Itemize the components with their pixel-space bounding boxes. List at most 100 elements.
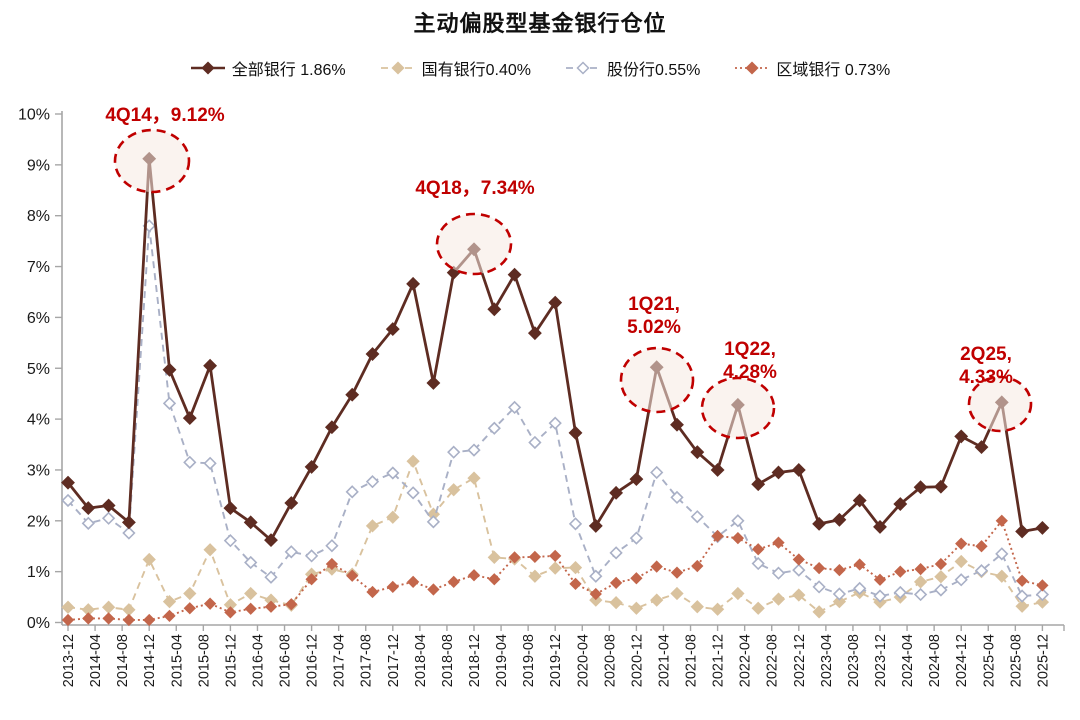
- data-point-marker: [548, 416, 562, 430]
- data-point-marker: [447, 483, 461, 497]
- data-point-marker: [82, 612, 95, 625]
- annotation-label: 4.28%: [723, 362, 777, 383]
- data-point-marker: [1015, 524, 1030, 539]
- data-point-marker: [670, 417, 684, 432]
- annotation-ellipse: [967, 375, 1033, 433]
- x-tick-label: 2025-12: [1035, 634, 1051, 687]
- data-point-marker: [81, 501, 96, 516]
- x-tick-label: 2023-04: [819, 634, 835, 687]
- legend-marker-icon: [566, 61, 600, 75]
- x-tick-label: 2025-04: [981, 634, 997, 687]
- data-point-marker: [894, 565, 907, 578]
- legend-item-label: 股份行0.55%: [607, 62, 701, 79]
- data-point-marker: [914, 562, 927, 576]
- data-point-marker: [183, 586, 197, 601]
- data-point-marker: [284, 545, 298, 559]
- data-point-marker: [752, 543, 765, 556]
- annotation-label: 2Q25,: [960, 344, 1012, 365]
- data-point-marker: [650, 593, 664, 607]
- data-point-marker: [527, 326, 542, 341]
- data-point-marker: [528, 435, 542, 450]
- data-point-marker: [203, 358, 218, 373]
- x-tick-label: 2016-04: [250, 634, 266, 687]
- y-tick-label: 0%: [27, 615, 50, 632]
- data-point-marker: [589, 587, 602, 601]
- data-point-marker: [731, 531, 745, 545]
- y-tick-label: 5%: [27, 361, 50, 378]
- data-point-marker: [630, 572, 643, 585]
- legend-item-label: 区域银行 0.73%: [776, 62, 891, 79]
- data-point-marker: [366, 585, 379, 599]
- data-point-marker: [812, 516, 827, 531]
- data-point-marker: [609, 485, 624, 500]
- legend-item: 区域银行 0.73%: [734, 56, 890, 80]
- legend: 全部银行 1.86% 国有银行0.40% 股份行0.55% 区域银行 0.73%: [30, 56, 1050, 80]
- x-tick-label: 2017-04: [332, 634, 348, 687]
- x-tick-label: 2014-12: [142, 634, 158, 687]
- data-point-marker: [1035, 587, 1050, 602]
- data-point-marker: [893, 585, 907, 600]
- annotation-ellipse: [113, 128, 191, 194]
- data-point-marker: [264, 533, 278, 548]
- annotation-label: 4.33%: [959, 367, 1013, 388]
- annotation-label: 5.02%: [627, 317, 681, 338]
- data-point-marker: [954, 573, 968, 587]
- data-point-marker: [1015, 599, 1029, 613]
- data-point-marker: [751, 556, 765, 571]
- data-point-marker: [162, 595, 177, 609]
- data-point-marker: [812, 605, 826, 619]
- data-point-marker: [284, 496, 299, 510]
- data-point-marker: [487, 302, 502, 317]
- data-point-marker: [325, 557, 339, 571]
- data-point-marker: [588, 518, 603, 533]
- series-line: [67, 460, 1043, 613]
- data-point-marker: [406, 276, 421, 291]
- data-point-marker: [305, 573, 318, 586]
- data-point-marker: [304, 549, 319, 563]
- x-tick-label: 2022-08: [765, 634, 781, 687]
- x-tick-label: 2021-04: [656, 634, 672, 687]
- data-point-marker: [528, 550, 542, 564]
- data-point-marker: [244, 602, 257, 615]
- data-point-marker: [629, 472, 644, 487]
- y-tick-label: 6%: [27, 310, 50, 327]
- chart-title: 主动偏股型基金银行仓位: [413, 11, 667, 36]
- data-point-marker: [386, 580, 399, 594]
- data-point-marker: [1015, 589, 1029, 603]
- data-point-marker: [447, 445, 461, 459]
- data-point-marker: [569, 577, 582, 590]
- x-tick-label: 2018-04: [413, 634, 429, 687]
- data-point-marker: [731, 586, 745, 601]
- data-point-marker: [751, 477, 766, 492]
- data-point-marker: [609, 596, 623, 610]
- data-point-marker: [711, 529, 724, 543]
- data-point-marker: [406, 486, 420, 500]
- data-point-marker: [609, 576, 623, 589]
- data-point-marker: [852, 493, 867, 508]
- y-tick-label: 2%: [27, 513, 50, 530]
- series-line: [66, 157, 1043, 542]
- x-tick-label: 2022-04: [738, 634, 754, 687]
- data-point-marker: [162, 396, 177, 410]
- data-point-marker: [995, 569, 1009, 583]
- data-point-marker: [426, 376, 441, 390]
- y-tick-label: 4%: [27, 412, 50, 429]
- data-point-marker: [488, 573, 501, 586]
- data-point-marker: [61, 475, 75, 490]
- data-point-marker: [1035, 520, 1050, 535]
- x-tick-label: 2021-12: [711, 634, 727, 687]
- data-point-marker: [507, 267, 522, 282]
- legend-marker-icon: [190, 61, 225, 75]
- x-tick-label: 2022-12: [792, 634, 808, 687]
- legend-item-label: 国有银行0.40%: [421, 62, 531, 79]
- x-tick-label: 2020-08: [602, 634, 618, 687]
- data-point-marker: [264, 570, 278, 584]
- data-point-marker: [832, 587, 847, 601]
- data-point-marker: [873, 573, 887, 586]
- data-point-marker: [365, 475, 380, 489]
- data-point-marker: [101, 511, 116, 525]
- x-tick-label: 2019-12: [548, 634, 564, 687]
- x-tick-label: 2024-12: [954, 634, 970, 687]
- data-point-marker: [203, 456, 217, 470]
